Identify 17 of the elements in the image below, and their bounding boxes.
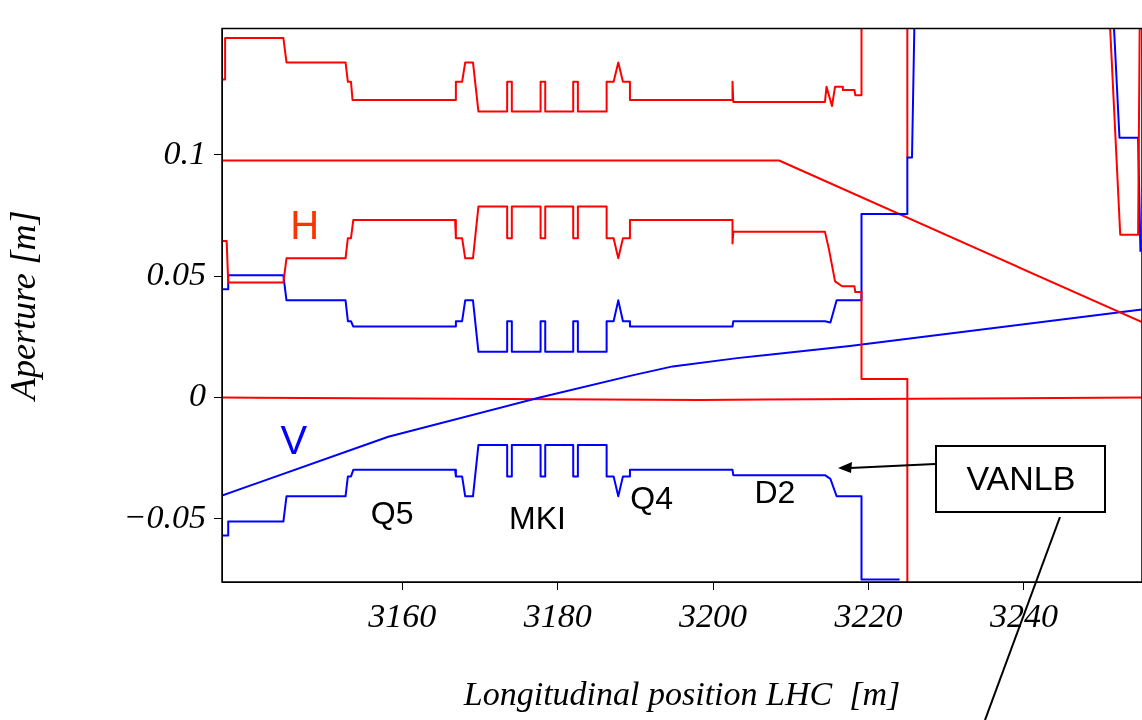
annotation: VANLB xyxy=(935,444,1107,513)
x-tick-label: 3180 xyxy=(522,597,592,635)
y-tick-label: 0.1 xyxy=(163,133,206,171)
x-axis-title: Longitudinal position LHC [m] xyxy=(462,674,901,712)
y-axis-title: Aperture [m] xyxy=(3,210,44,403)
x-tick-label: 3200 xyxy=(678,597,748,635)
x-tick-label: 3160 xyxy=(367,597,437,635)
annotation: Q5 xyxy=(370,495,414,532)
y-tick-label: −0.05 xyxy=(123,497,206,535)
annotation: D2 xyxy=(754,473,796,510)
annotation: Q4 xyxy=(630,480,673,517)
annotation: H xyxy=(290,202,320,247)
x-tick-label: 3220 xyxy=(833,597,903,635)
y-tick-label: 0.05 xyxy=(146,255,206,292)
annotation: MKI xyxy=(509,500,567,537)
annotation: V xyxy=(280,418,308,463)
y-tick-label: 0 xyxy=(189,376,206,414)
